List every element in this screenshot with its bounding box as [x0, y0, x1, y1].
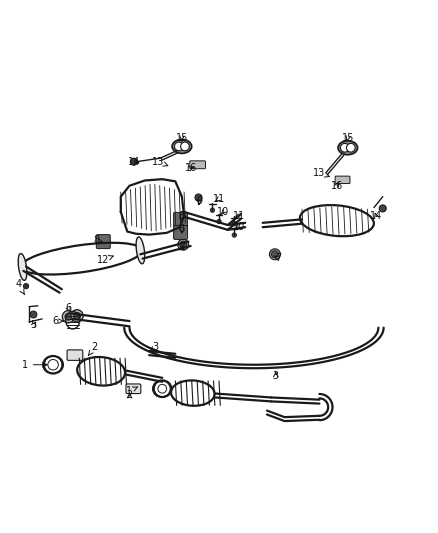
Text: 7: 7 [179, 242, 185, 252]
Text: 2: 2 [88, 342, 98, 356]
FancyBboxPatch shape [67, 350, 83, 360]
Ellipse shape [269, 249, 280, 260]
Text: 8: 8 [179, 211, 185, 221]
Text: 1: 1 [127, 386, 138, 396]
Ellipse shape [172, 140, 192, 154]
Circle shape [180, 142, 189, 151]
FancyBboxPatch shape [173, 225, 187, 239]
Circle shape [174, 142, 183, 151]
Circle shape [217, 220, 221, 224]
Ellipse shape [178, 239, 189, 250]
Text: 1: 1 [21, 360, 47, 370]
Text: 2: 2 [127, 390, 133, 400]
Text: 16: 16 [331, 181, 343, 191]
Text: 13: 13 [313, 168, 329, 177]
Text: 10: 10 [217, 207, 230, 217]
Text: 14: 14 [128, 157, 140, 167]
Circle shape [195, 194, 202, 201]
Circle shape [232, 222, 237, 226]
Circle shape [30, 311, 37, 318]
FancyBboxPatch shape [126, 384, 141, 393]
Circle shape [180, 241, 187, 248]
Circle shape [379, 205, 386, 212]
Ellipse shape [136, 237, 145, 264]
Text: 15: 15 [176, 133, 188, 143]
Circle shape [232, 233, 237, 237]
Text: 14: 14 [370, 211, 382, 221]
Text: 13: 13 [152, 157, 168, 167]
FancyBboxPatch shape [190, 161, 205, 169]
Text: 10: 10 [233, 222, 245, 232]
Text: 5: 5 [30, 320, 36, 330]
Text: 11: 11 [233, 211, 245, 221]
Ellipse shape [338, 141, 357, 155]
Ellipse shape [18, 254, 27, 280]
Circle shape [346, 143, 355, 152]
Ellipse shape [71, 310, 83, 322]
FancyBboxPatch shape [335, 176, 350, 183]
Text: 12: 12 [97, 255, 113, 265]
Text: 9: 9 [196, 196, 202, 206]
Text: 11: 11 [213, 194, 225, 204]
Circle shape [340, 143, 349, 152]
Text: 3: 3 [273, 370, 279, 381]
Text: 7: 7 [275, 253, 281, 263]
Circle shape [74, 312, 81, 319]
FancyBboxPatch shape [96, 235, 110, 248]
Text: 15: 15 [342, 133, 354, 143]
Text: 6: 6 [52, 316, 64, 326]
Text: 8: 8 [179, 224, 185, 235]
Text: 8: 8 [94, 235, 103, 245]
FancyBboxPatch shape [173, 212, 187, 227]
Text: 4: 4 [15, 279, 25, 294]
Text: 16: 16 [184, 163, 197, 173]
Circle shape [131, 158, 138, 165]
Ellipse shape [62, 311, 74, 323]
Text: 3: 3 [150, 342, 159, 352]
Circle shape [210, 208, 215, 212]
Circle shape [65, 313, 72, 320]
Circle shape [23, 284, 28, 289]
Circle shape [272, 251, 279, 258]
Text: 6: 6 [65, 303, 71, 313]
